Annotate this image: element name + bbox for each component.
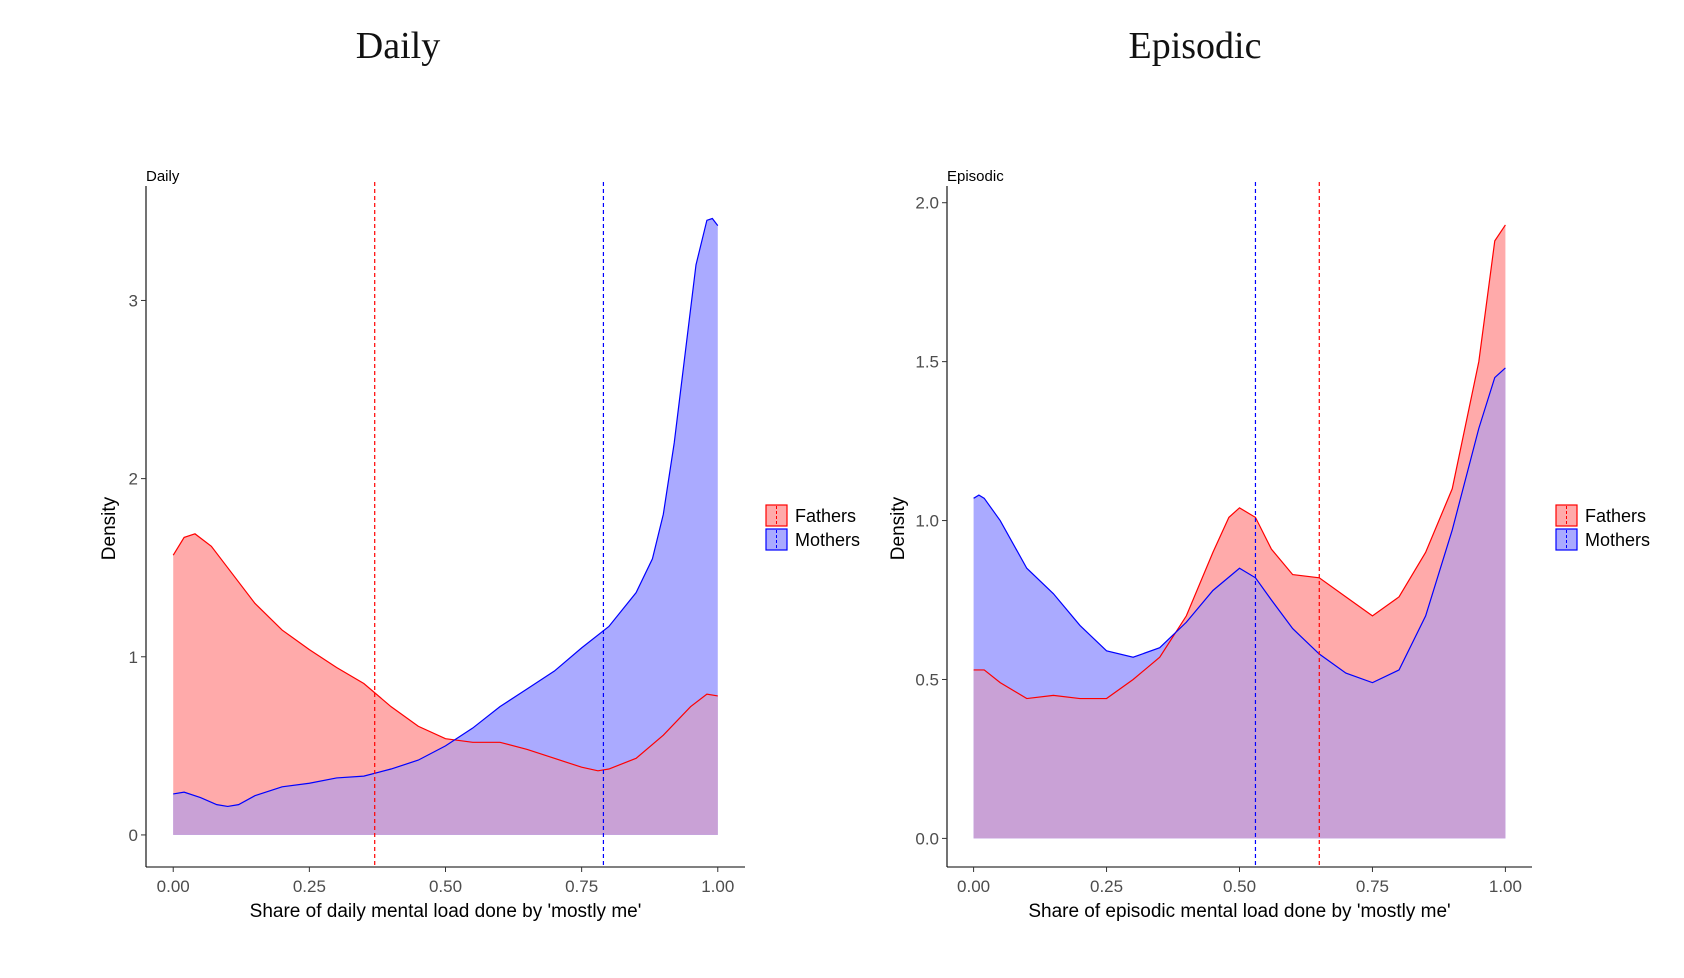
x-tick-label: 0.25 (293, 877, 326, 896)
x-tick-label: 0.50 (1223, 877, 1256, 896)
y-tick-label: 0.5 (915, 670, 939, 689)
x-tick-label: 1.00 (701, 877, 734, 896)
y-tick-label: 0 (129, 826, 138, 845)
x-axis-label: Share of episodic mental load done by 'm… (1028, 901, 1450, 922)
x-tick-label: 0.75 (1356, 877, 1389, 896)
legend-swatch-fathers (1555, 504, 1578, 527)
x-tick-label: 0.00 (157, 877, 190, 896)
y-tick-label: 3 (129, 291, 138, 310)
overlap-density-area (973, 367, 1506, 839)
chart-panel-2: 0.00 0.25 0.50 0.75 1.00 0.0 0.5 1.0 1.5 2.0 Episo… (888, 168, 1650, 922)
left-figure-title: Daily (355, 25, 441, 67)
y-tick-label: 0.0 (915, 829, 939, 848)
legend-swatch-mothers (765, 528, 788, 551)
y-tick-label: 2 (129, 470, 138, 489)
fathers-density-line (973, 224, 1506, 700)
panel-title: Episodic (947, 168, 1004, 185)
panel-title: Daily (146, 168, 180, 185)
x-tick-label: 1.00 (1489, 877, 1522, 896)
legend-label-mothers: Mothers (795, 530, 860, 550)
legend: Fathers Mothers (765, 504, 860, 551)
right-figure-title: Episodic (1128, 25, 1262, 67)
legend-label-fathers: Fathers (1585, 506, 1646, 526)
y-axis-label: Density (99, 496, 120, 560)
legend-swatch-mothers (1555, 528, 1578, 551)
legend-label-fathers: Fathers (795, 506, 856, 526)
x-axis-label: Share of daily mental load done by 'most… (250, 901, 642, 922)
x-tick-label: 0.50 (429, 877, 462, 896)
y-tick-label: 1 (129, 648, 138, 667)
x-tick-label: 0.75 (565, 877, 598, 896)
fathers-density-area (173, 533, 718, 835)
fathers-density-line (172, 533, 718, 772)
mothers-density-area (173, 218, 718, 835)
y-tick-label: 1.0 (915, 512, 939, 531)
legend-label-mothers: Mothers (1585, 530, 1650, 550)
y-axis-label: Density (888, 496, 909, 560)
legend-swatch-fathers (765, 504, 788, 527)
chart-panel-1: 0.00 0.25 0.50 0.75 1.00 0 1 2 3 Daily Share of da… (99, 168, 860, 922)
x-tick-label: 0.25 (1090, 877, 1123, 896)
x-tick-label: 0.00 (957, 877, 990, 896)
y-tick-label: 1.5 (915, 353, 939, 372)
legend: Fathers Mothers (1555, 504, 1650, 551)
mothers-density-line (973, 367, 1506, 684)
mothers-density-line (173, 217, 719, 808)
y-tick-label: 2.0 (915, 194, 939, 213)
